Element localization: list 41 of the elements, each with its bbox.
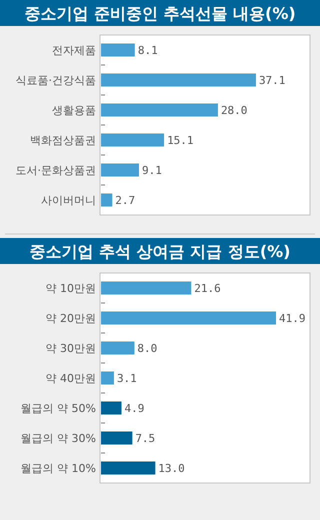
- bar: [101, 282, 192, 294]
- y-tick-label: 전자제품: [52, 44, 96, 57]
- bar: [101, 104, 218, 116]
- y-tick-label: 백화점상품권: [30, 134, 96, 147]
- y-tick-label: 월급의 약 30%: [20, 432, 96, 445]
- data-label: 15.1: [167, 134, 194, 147]
- data-label: 9.1: [142, 164, 162, 177]
- data-label: 28.0: [220, 104, 248, 117]
- chart-title: 중소기업 준비중인 추석선물 내용(%): [24, 4, 296, 23]
- y-tick-label: 식료품·건강식품: [16, 74, 96, 87]
- chart-title: 중소기업 추석 상여금 지급 정도(%): [30, 242, 290, 261]
- y-tick-label: 약 30만원: [46, 342, 96, 355]
- bar: [101, 74, 256, 86]
- data-label: 8.0: [137, 342, 158, 355]
- y-tick-label: 약 20만원: [46, 312, 96, 325]
- bar: [101, 432, 132, 444]
- bar: [101, 372, 114, 384]
- y-tick-label: 월급의 약 10%: [20, 462, 96, 475]
- y-tick-label: 도서·문화상품권: [16, 164, 96, 177]
- data-label: 21.6: [194, 282, 221, 295]
- data-label: 13.0: [158, 462, 185, 475]
- data-label: 7.5: [135, 432, 156, 445]
- data-label: 3.1: [116, 372, 137, 385]
- data-label: 41.9: [279, 312, 306, 325]
- bar: [101, 44, 135, 56]
- y-tick-label: 사이버머니: [41, 194, 96, 207]
- y-tick-label: 약 10만원: [46, 282, 96, 295]
- data-label: 4.9: [124, 402, 144, 415]
- y-tick-label: 월급의 약 50%: [20, 402, 96, 415]
- bar: [101, 342, 134, 354]
- data-label: 37.1: [258, 74, 286, 87]
- bar: [101, 134, 164, 146]
- bar: [101, 462, 156, 474]
- data-label: 8.1: [138, 44, 158, 57]
- bar: [101, 312, 276, 324]
- data-label: 2.7: [115, 194, 136, 207]
- y-tick-label: 약 40만원: [46, 372, 96, 385]
- y-tick-label: 생활용품: [52, 104, 96, 117]
- bar: [101, 164, 140, 176]
- bar: [101, 402, 122, 414]
- bar: [101, 194, 112, 206]
